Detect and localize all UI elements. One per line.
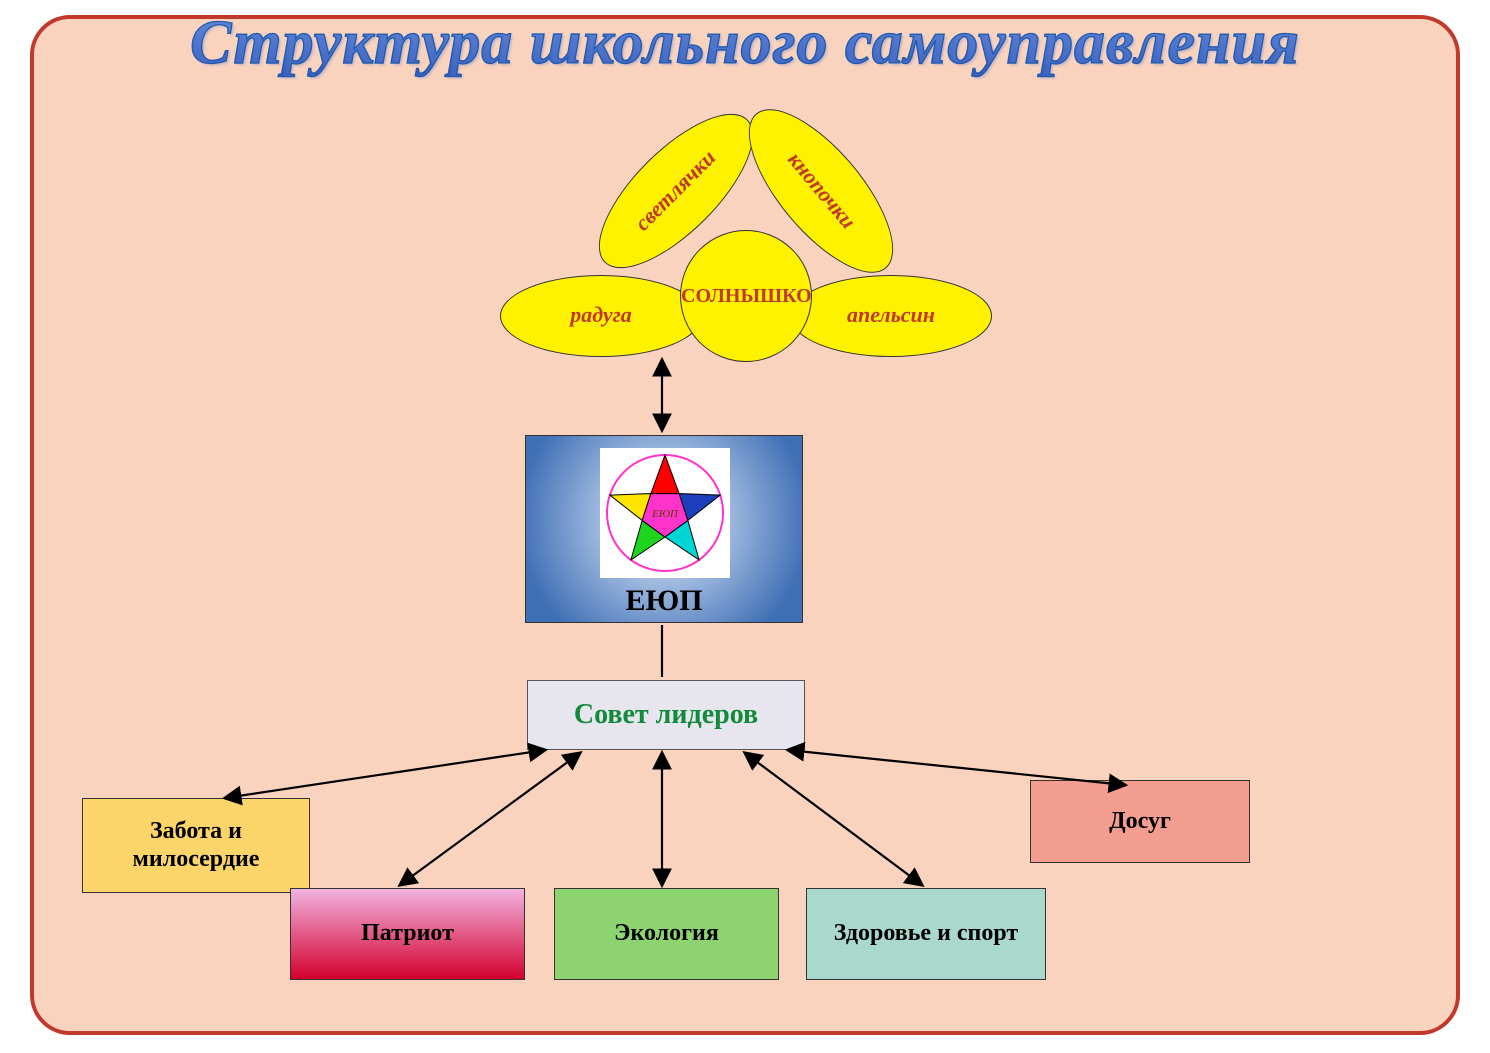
petal: апельсин [790, 275, 992, 357]
flower-diagram: светлячки кнопочки радуга апельсин СОЛНЫ… [445, 220, 1045, 450]
svg-text:ЕЮП: ЕЮП [651, 508, 679, 520]
council-box: Совет лидеров [527, 680, 805, 750]
page-title: Структура школьного самоуправления [0, 8, 1490, 79]
leaf-health: Здоровье и спорт [806, 888, 1046, 980]
leaf-ecology: Экология [554, 888, 779, 980]
leaf-zabota: Забота и милосердие [82, 798, 310, 893]
eyup-logo: ЕЮП [600, 448, 730, 578]
eyup-box: ЕЮП ЕЮП [525, 435, 803, 623]
flower-center: СОЛНЫШКО [680, 230, 812, 362]
eyup-label: ЕЮП [526, 584, 802, 618]
petal: радуга [500, 275, 702, 357]
leaf-patriot: Патриот [290, 888, 525, 980]
leaf-dosug: Досуг [1030, 780, 1250, 863]
